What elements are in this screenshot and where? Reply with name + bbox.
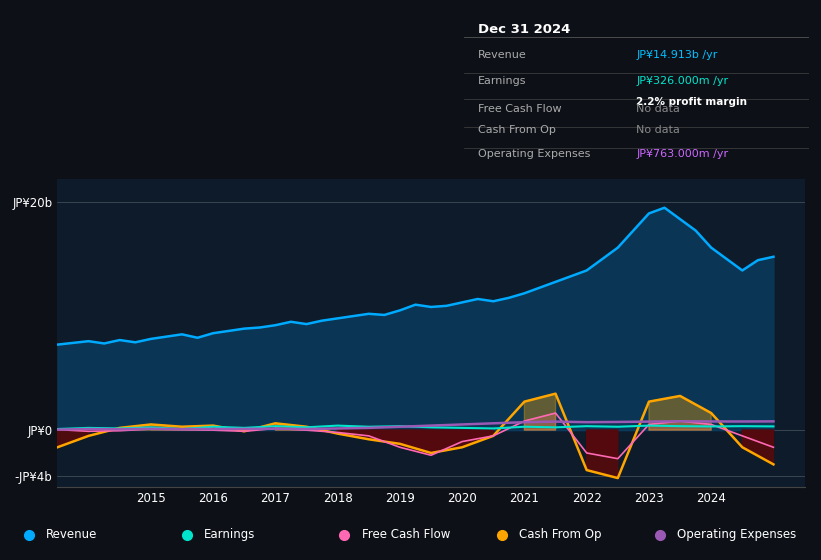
Text: Operating Expenses: Operating Expenses	[677, 528, 796, 542]
Text: Revenue: Revenue	[46, 528, 98, 542]
Text: Earnings: Earnings	[204, 528, 255, 542]
Text: Free Cash Flow: Free Cash Flow	[361, 528, 450, 542]
Text: Revenue: Revenue	[478, 50, 526, 60]
Text: No data: No data	[636, 104, 680, 114]
Text: No data: No data	[636, 125, 680, 135]
Text: 2.2% profit margin: 2.2% profit margin	[636, 97, 747, 108]
Text: Operating Expenses: Operating Expenses	[478, 150, 590, 159]
Text: Earnings: Earnings	[478, 76, 526, 86]
Text: Free Cash Flow: Free Cash Flow	[478, 104, 562, 114]
Text: JP¥14.913b /yr: JP¥14.913b /yr	[636, 50, 718, 60]
Text: JP¥763.000m /yr: JP¥763.000m /yr	[636, 150, 728, 159]
Text: Cash From Op: Cash From Op	[519, 528, 602, 542]
Text: Cash From Op: Cash From Op	[478, 125, 556, 135]
Text: Dec 31 2024: Dec 31 2024	[478, 22, 570, 36]
Text: JP¥326.000m /yr: JP¥326.000m /yr	[636, 76, 728, 86]
